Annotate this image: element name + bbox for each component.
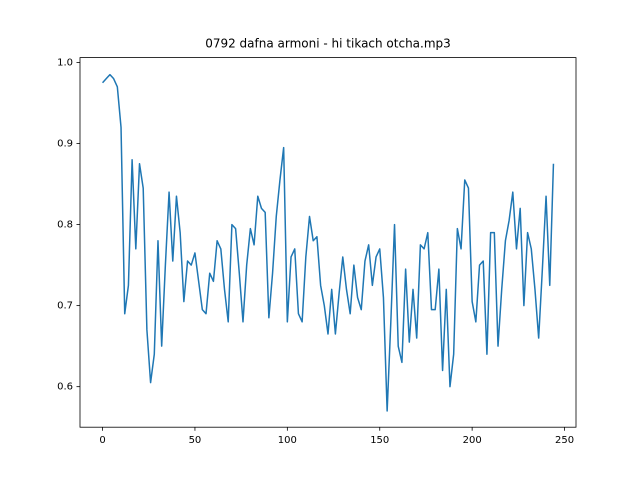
x-tick-label: 100 bbox=[278, 435, 297, 446]
y-tick-label: 1.0 bbox=[57, 57, 73, 68]
y-tick-label: 0.6 bbox=[57, 382, 73, 393]
x-tick-label: 250 bbox=[555, 435, 574, 446]
y-tick-label: 0.7 bbox=[57, 301, 73, 312]
chart-title: 0792 dafna armoni - hi tikach otcha.mp3 bbox=[205, 37, 451, 51]
x-tick-label: 0 bbox=[99, 435, 105, 446]
x-tick-label: 150 bbox=[370, 435, 389, 446]
y-tick-label: 0.8 bbox=[57, 220, 73, 231]
x-tick-label: 200 bbox=[463, 435, 482, 446]
data-line bbox=[101, 73, 555, 412]
x-tick-label: 50 bbox=[189, 435, 202, 446]
y-tick-label: 0.9 bbox=[57, 139, 73, 150]
plot-frame bbox=[79, 57, 577, 428]
